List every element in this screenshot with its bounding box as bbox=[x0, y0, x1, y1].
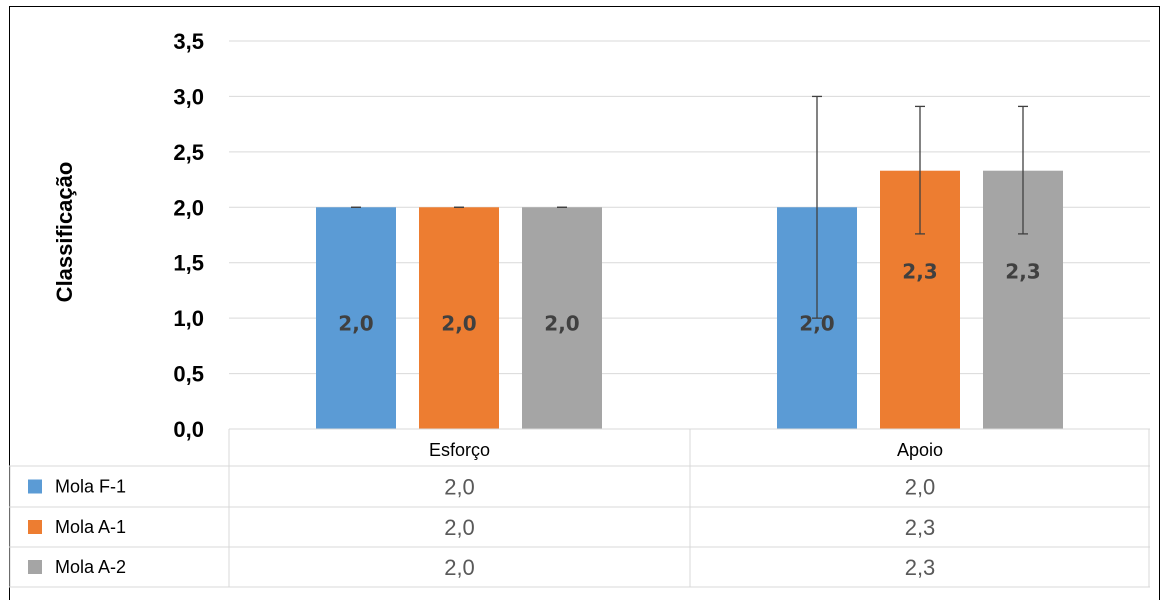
bars bbox=[316, 170, 1063, 429]
data-label: 2,0 bbox=[544, 311, 579, 335]
bar bbox=[419, 207, 499, 429]
data-label: 2,0 bbox=[338, 311, 373, 335]
table-cell-value: 2,0 bbox=[444, 515, 475, 540]
data-table: Esforço Apoio Mola F-1 2,0 2,0 Mola A-1 2,0 2,3… bbox=[9, 428, 1150, 588]
y-tick-label: 0,5 bbox=[173, 362, 204, 387]
y-tick-label: 3,0 bbox=[173, 84, 204, 109]
y-tick-label: 3,5 bbox=[173, 29, 204, 54]
bar bbox=[522, 207, 602, 429]
legend-series-name: Mola F-1 bbox=[55, 477, 126, 497]
y-axis-label: Classificação bbox=[52, 162, 77, 303]
data-label: 2,3 bbox=[1005, 260, 1040, 284]
data-label: 2,3 bbox=[902, 260, 937, 284]
table-cell-value: 2,0 bbox=[444, 475, 475, 500]
x-category-label: Esforço bbox=[429, 440, 490, 460]
legend-swatch bbox=[28, 479, 42, 494]
legend-swatch bbox=[28, 560, 42, 574]
data-labels: 2,0 2,0 2,0 2,3 2,0 2,3 bbox=[338, 260, 1040, 336]
table-cell-value: 2,3 bbox=[905, 555, 936, 580]
y-tick-label: 2,0 bbox=[173, 195, 204, 220]
y-tick-label: 0,0 bbox=[173, 417, 204, 442]
y-tick-label: 1,0 bbox=[173, 306, 204, 331]
table-cell-value: 2,0 bbox=[905, 475, 936, 500]
table-cell-value: 2,0 bbox=[444, 555, 475, 580]
error-bars bbox=[351, 95, 1028, 319]
y-axis-ticks: 0,0 0,5 1,0 1,5 2,0 2,5 3,0 3,5 bbox=[173, 29, 204, 442]
data-label: 2,0 bbox=[799, 311, 834, 335]
data-label: 2,0 bbox=[441, 311, 476, 335]
y-tick-label: 1,5 bbox=[173, 251, 204, 276]
y-tick-label: 2,5 bbox=[173, 140, 204, 165]
legend-swatch bbox=[28, 520, 42, 534]
x-category-label: Apoio bbox=[897, 440, 943, 460]
chart-frame bbox=[9, 6, 1160, 600]
legend-series-name: Mola A-1 bbox=[55, 517, 126, 537]
bar bbox=[316, 207, 396, 429]
table-cell-value: 2,3 bbox=[905, 515, 936, 540]
legend-series-name: Mola A-2 bbox=[55, 557, 126, 577]
